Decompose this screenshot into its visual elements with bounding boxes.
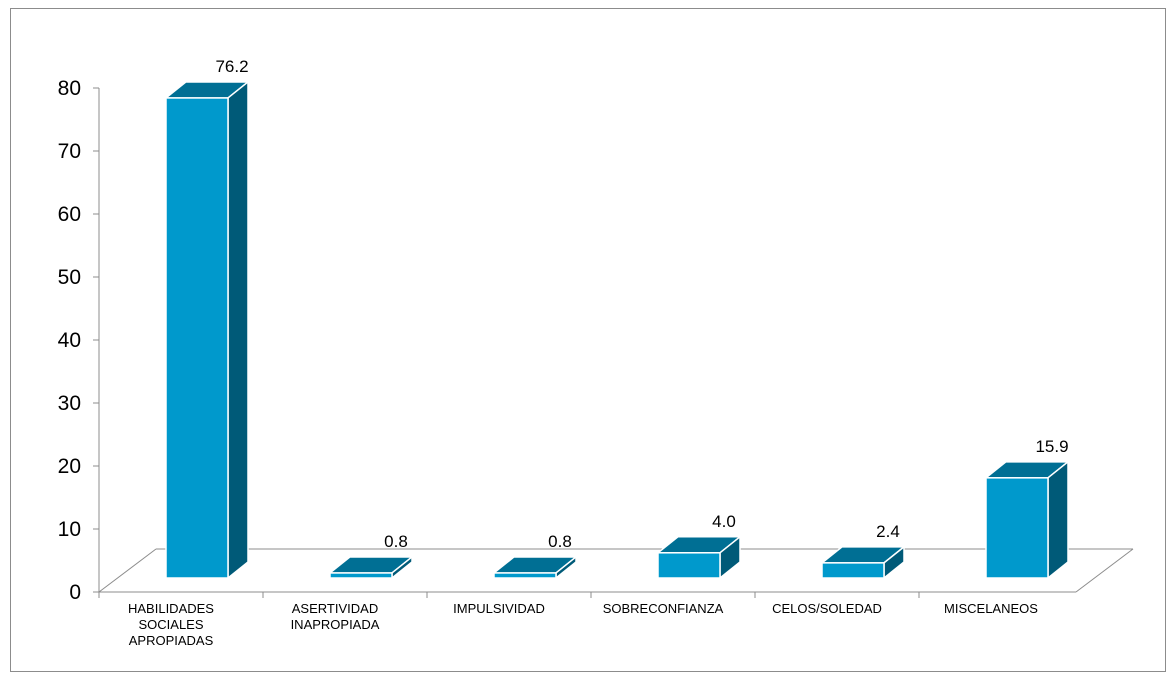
y-tick-label: 20 <box>58 455 81 478</box>
y-tick-label: 10 <box>58 518 81 541</box>
x-category-label: IMPULSIVIDAD <box>453 601 545 616</box>
bar <box>165 97 229 579</box>
bar <box>821 562 885 579</box>
x-category-label: SOBRECONFIANZA <box>602 601 724 616</box>
bar-side <box>1047 461 1069 579</box>
bar <box>657 552 721 579</box>
bar <box>493 572 557 579</box>
chart-axes: 0 10 20 30 40 50 60 70 80 <box>58 77 1134 604</box>
y-tick-label: 40 <box>58 329 81 352</box>
y-tick-label: 30 <box>58 392 81 415</box>
x-category-label: MISCELANEOS <box>944 601 1038 616</box>
bar <box>329 572 393 579</box>
x-category-label: ASERTIVIDAD INAPROPIADA <box>290 601 380 632</box>
data-label: 4.0 <box>712 512 736 531</box>
data-label: 15.9 <box>1035 437 1068 456</box>
y-tick-label: 80 <box>58 77 81 100</box>
x-category-label: HABILIDADES SOCIALES APROPIADAS <box>128 601 214 648</box>
data-labels: 76.2 0.8 0.8 4.0 2.4 15.9 <box>215 57 1068 551</box>
x-category-label: CELOS/SOLEDAD <box>772 601 882 616</box>
y-tick-label: 70 <box>58 140 81 163</box>
data-label: 0.8 <box>548 532 572 551</box>
data-label: 0.8 <box>384 532 408 551</box>
bar <box>985 477 1049 579</box>
data-label: 76.2 <box>215 57 248 76</box>
floor-right-edge <box>1075 548 1134 593</box>
data-label: 2.4 <box>876 522 900 541</box>
bars <box>165 81 1069 579</box>
y-tick-label: 50 <box>58 266 81 289</box>
y-tick-label: 0 <box>69 581 81 604</box>
bar-side <box>227 81 249 579</box>
floor-left-edge <box>98 548 157 593</box>
y-tick-label: 60 <box>58 203 81 226</box>
